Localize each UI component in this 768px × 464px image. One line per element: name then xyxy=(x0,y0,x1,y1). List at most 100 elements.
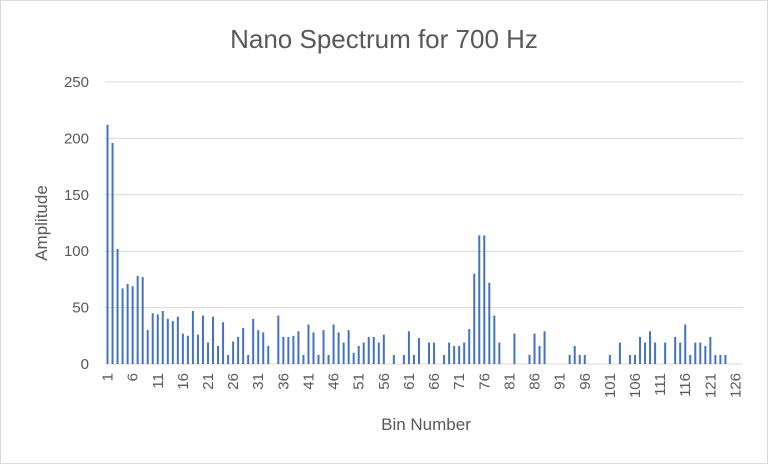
bar-bin-52 xyxy=(362,342,365,364)
x-tick-label: 31 xyxy=(250,373,267,390)
bar-bin-13 xyxy=(166,318,169,364)
bar-bin-9 xyxy=(146,330,149,364)
bar-bin-94 xyxy=(573,345,576,364)
bar-bin-20 xyxy=(201,315,204,364)
bar-bin-11 xyxy=(156,314,159,364)
x-tick-label: 106 xyxy=(627,373,644,398)
bar-bin-106 xyxy=(633,354,636,364)
bar-bin-51 xyxy=(357,345,360,364)
x-tick-label: 6 xyxy=(125,373,142,381)
bar-bin-110 xyxy=(654,342,657,364)
bar-bin-105 xyxy=(628,354,631,364)
bar-bin-53 xyxy=(367,336,370,364)
bar-bin-25 xyxy=(227,354,230,364)
bars xyxy=(106,124,727,364)
bar-bin-54 xyxy=(372,336,375,364)
bar-bin-30 xyxy=(252,318,255,364)
bar-bin-82 xyxy=(513,333,516,364)
bar-bin-116 xyxy=(684,324,687,364)
bar-bin-66 xyxy=(433,342,436,364)
bar-bin-23 xyxy=(217,345,220,364)
bar-bin-118 xyxy=(694,342,697,364)
bar-bin-49 xyxy=(347,330,350,364)
x-tick-label: 86 xyxy=(527,373,544,390)
y-tick-label: 250 xyxy=(64,74,89,91)
bar-bin-42 xyxy=(312,332,315,364)
bar-bin-63 xyxy=(417,338,420,364)
bar-bin-40 xyxy=(302,354,305,364)
bar-bin-56 xyxy=(382,334,385,364)
bar-bin-37 xyxy=(287,336,290,364)
bar-bin-115 xyxy=(679,342,682,364)
x-tick-label: 11 xyxy=(150,373,167,389)
bar-bin-117 xyxy=(689,354,692,364)
bar-bin-47 xyxy=(337,332,340,364)
bar-bin-70 xyxy=(453,345,456,364)
bar-bin-120 xyxy=(704,345,707,364)
bar-bin-108 xyxy=(644,342,647,364)
bar-bin-36 xyxy=(282,336,285,364)
bar-bin-38 xyxy=(292,335,295,364)
x-tick-label: 16 xyxy=(175,373,192,390)
bar-bin-122 xyxy=(714,354,717,364)
bar-bin-73 xyxy=(468,329,471,364)
bar-bin-119 xyxy=(699,342,702,364)
bar-bin-103 xyxy=(618,342,621,364)
y-tick-labels: 0 50 100 150 200 250 xyxy=(64,74,89,373)
bar-bin-107 xyxy=(639,336,642,364)
x-tick-label: 26 xyxy=(225,373,242,390)
bar-bin-43 xyxy=(317,354,320,364)
bar-bin-24 xyxy=(222,322,225,364)
bar-bin-46 xyxy=(332,324,335,364)
bar-bin-21 xyxy=(206,342,209,364)
bar-bin-86 xyxy=(533,333,536,364)
x-tick-label: 41 xyxy=(300,373,317,390)
y-axis-title: Amplitude xyxy=(32,185,51,261)
bar-bin-61 xyxy=(407,331,410,364)
bar-bin-1 xyxy=(106,124,109,364)
x-tick-label: 126 xyxy=(727,373,744,398)
bar-bin-29 xyxy=(247,354,250,364)
bar-bin-124 xyxy=(724,354,727,364)
x-tick-label: 121 xyxy=(702,373,719,398)
bar-bin-58 xyxy=(392,354,395,364)
bar-bin-85 xyxy=(528,354,531,364)
bar-bin-14 xyxy=(171,321,174,364)
bar-bin-44 xyxy=(322,330,325,364)
bar-bin-39 xyxy=(297,331,300,364)
bar-bin-109 xyxy=(649,331,652,364)
bar-bin-78 xyxy=(493,315,496,364)
bar-bin-7 xyxy=(136,276,139,364)
x-tick-label: 101 xyxy=(602,373,619,398)
bar-bin-114 xyxy=(674,336,677,364)
bar-bin-35 xyxy=(277,315,280,364)
bar-bin-121 xyxy=(709,336,712,364)
bar-bin-5 xyxy=(126,283,129,364)
x-tick-label: 51 xyxy=(351,373,368,390)
bar-bin-15 xyxy=(176,316,179,364)
bar-bin-112 xyxy=(664,342,667,364)
bar-bin-101 xyxy=(608,354,611,364)
x-tick-label: 21 xyxy=(200,373,217,390)
x-tick-label: 76 xyxy=(476,373,493,390)
bar-bin-26 xyxy=(232,341,235,364)
bar-bin-2 xyxy=(111,142,114,364)
x-tick-label: 71 xyxy=(451,373,468,390)
bar-bin-62 xyxy=(412,354,415,364)
bar-bin-28 xyxy=(242,327,245,364)
bar-bin-22 xyxy=(212,316,215,364)
bar-bin-4 xyxy=(121,288,124,364)
bar-bin-72 xyxy=(463,342,466,364)
bar-bin-71 xyxy=(458,345,461,364)
y-tick-label: 100 xyxy=(64,243,89,260)
bar-bin-75 xyxy=(478,235,481,364)
bar-bin-123 xyxy=(719,354,722,364)
x-tick-label: 56 xyxy=(376,373,393,390)
x-tick-labels: 1 6 11 16 21 26 31 36 41 46 51 56 61 66 71 76 81 86 91 96 10… xyxy=(100,373,745,398)
bar-bin-19 xyxy=(196,334,199,364)
x-tick-label: 36 xyxy=(275,373,292,390)
x-tick-label: 96 xyxy=(577,373,594,390)
x-tick-label: 61 xyxy=(401,373,418,390)
x-tick-label: 81 xyxy=(501,373,518,390)
